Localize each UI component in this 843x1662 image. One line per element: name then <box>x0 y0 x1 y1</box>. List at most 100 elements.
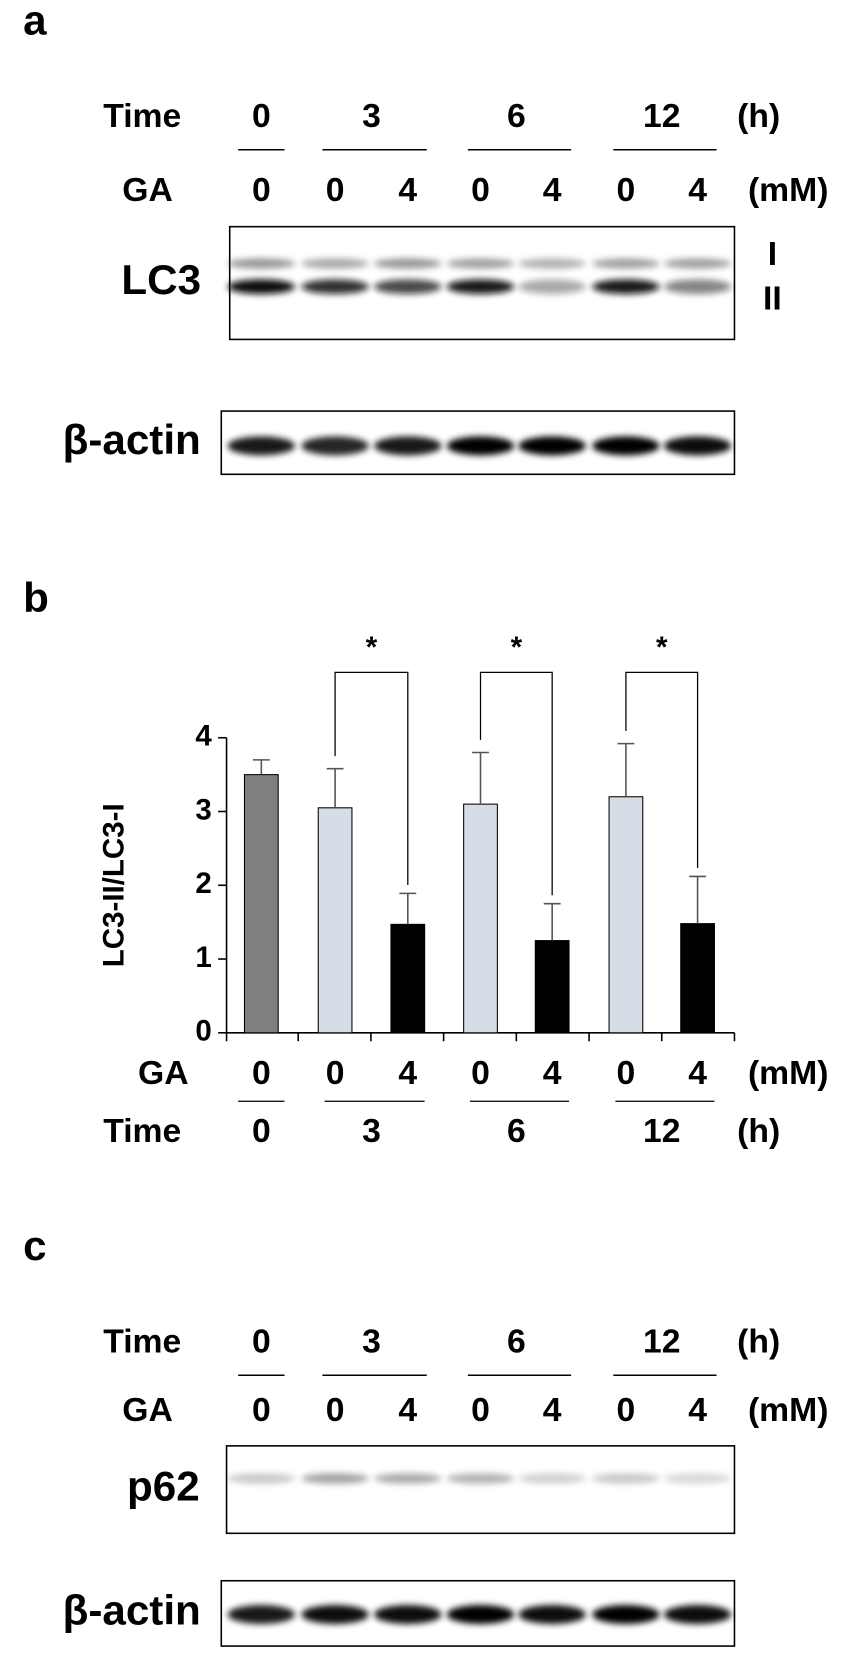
blot-frame <box>225 1445 736 1535</box>
bar <box>608 796 644 1034</box>
ga-label: 0 <box>326 1054 345 1092</box>
blot-band <box>592 1473 660 1484</box>
ga-label: 4 <box>688 171 707 209</box>
blot-band <box>227 279 296 295</box>
blot-band <box>446 279 515 295</box>
ga-label: 0 <box>617 1391 636 1429</box>
ga-title: GA <box>122 1391 173 1429</box>
ga-title: GA <box>122 171 173 209</box>
ga-unit: (mM) <box>748 1391 829 1429</box>
ga-label: 4 <box>398 1391 417 1429</box>
time-label: 3 <box>362 1112 381 1150</box>
bar <box>317 807 353 1034</box>
bar <box>680 923 715 1034</box>
y-tick-label: 0 <box>195 1015 211 1048</box>
panel-label: a <box>23 0 47 43</box>
error-bar <box>399 892 417 925</box>
band-label: I <box>768 235 777 273</box>
blot-band <box>518 279 586 295</box>
ga-label: 4 <box>543 171 562 209</box>
blot-band <box>301 1473 369 1484</box>
error-bar <box>472 751 489 805</box>
ga-label: 4 <box>688 1391 707 1429</box>
time-label: 0 <box>252 1323 271 1361</box>
ga-unit: (mM) <box>748 171 829 209</box>
blot-name: β-actin <box>63 416 201 463</box>
time-label: 6 <box>507 97 526 135</box>
ga-label: 0 <box>471 171 490 209</box>
error-bar <box>617 742 635 797</box>
y-axis-label: LC3-II/LC3-I <box>98 803 131 967</box>
ga-title: GA <box>138 1054 189 1092</box>
y-tick-label: 2 <box>195 867 211 900</box>
blot-band <box>663 258 732 269</box>
blot-band <box>446 258 515 269</box>
blot-band <box>592 1604 660 1624</box>
blot-band <box>227 1473 296 1484</box>
ga-label: 0 <box>252 171 271 209</box>
significance-mark: * <box>511 631 523 664</box>
blot-band <box>374 1473 442 1484</box>
bar <box>463 803 498 1034</box>
blot-band <box>663 436 732 456</box>
blot-band <box>227 258 296 269</box>
blot-band <box>227 1604 296 1624</box>
time-label: 12 <box>643 97 681 135</box>
significance-mark: * <box>366 631 378 664</box>
ga-label: 4 <box>688 1054 707 1092</box>
time-label: 3 <box>362 97 381 135</box>
blot-name: p62 <box>127 1463 200 1510</box>
ga-label: 0 <box>326 171 345 209</box>
blot-band <box>592 279 660 295</box>
blot-name: LC3 <box>121 256 201 303</box>
ga-label: 4 <box>398 1054 417 1092</box>
blot-band <box>663 1473 732 1484</box>
blot-band <box>663 279 732 295</box>
ga-unit: (mM) <box>748 1054 829 1092</box>
time-label: 6 <box>507 1112 526 1150</box>
ga-label: 0 <box>252 1391 271 1429</box>
time-title: Time <box>103 97 181 135</box>
time-label: 3 <box>362 1323 381 1361</box>
time-label: 12 <box>643 1112 681 1150</box>
blot-band <box>301 436 369 456</box>
blot-band <box>374 279 442 295</box>
blot-band <box>592 436 660 456</box>
blot-band <box>446 1604 515 1624</box>
ga-label: 4 <box>543 1391 562 1429</box>
bar <box>534 940 570 1034</box>
ga-label: 0 <box>471 1391 490 1429</box>
time-label: 12 <box>643 1323 681 1361</box>
significance-bracket <box>625 671 699 868</box>
bar <box>243 774 279 1034</box>
blot-band <box>301 1604 369 1624</box>
blot-name: β-actin <box>63 1587 201 1634</box>
ga-label: 4 <box>398 171 417 209</box>
time-unit: (h) <box>737 1323 780 1361</box>
blot-band <box>374 1604 442 1624</box>
bar <box>390 923 426 1034</box>
panel-label: c <box>23 1222 46 1269</box>
blot-band <box>301 258 369 269</box>
blot-band <box>518 1604 586 1624</box>
ga-label: 0 <box>617 1054 636 1092</box>
time-unit: (h) <box>737 1112 780 1150</box>
blot-band <box>446 436 515 456</box>
blot-band <box>374 258 442 269</box>
blot-band <box>374 436 442 456</box>
error-bar <box>689 875 707 924</box>
blot-band <box>518 436 586 456</box>
y-tick-label: 3 <box>195 793 211 826</box>
significance-bracket <box>334 671 409 885</box>
y-tick-label: 1 <box>195 941 211 974</box>
ga-label: 4 <box>543 1054 562 1092</box>
ga-label: 0 <box>617 171 636 209</box>
y-tick-label: 4 <box>195 720 212 753</box>
time-label: 6 <box>507 1323 526 1361</box>
error-bar <box>326 767 344 808</box>
time-unit: (h) <box>737 97 780 135</box>
time-title: Time <box>103 1323 181 1361</box>
error-bar <box>543 902 561 941</box>
time-label: 0 <box>252 97 271 135</box>
